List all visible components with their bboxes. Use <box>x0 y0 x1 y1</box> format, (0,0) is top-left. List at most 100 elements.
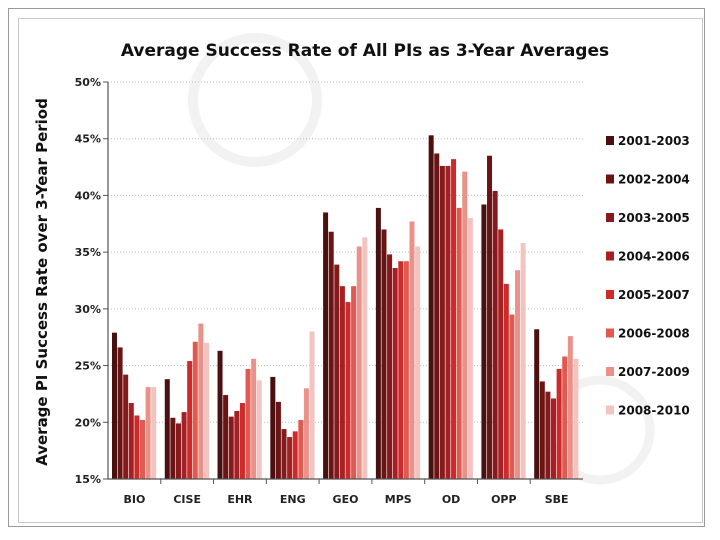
x-tick-label: EHR <box>227 493 253 506</box>
bar-cise-2005-2007 <box>187 361 193 479</box>
bar-geo-2002-2004 <box>328 231 334 479</box>
bar-bio-2007-2009 <box>145 387 151 479</box>
bar-od-2004-2006 <box>445 165 451 479</box>
bar-cise-2008-2010 <box>203 342 209 479</box>
bar-sbe-2005-2007 <box>556 368 562 479</box>
bar-mps-2008-2010 <box>415 246 421 479</box>
bar-od-2003-2005 <box>439 165 445 479</box>
bar-mps-2007-2009 <box>409 221 415 479</box>
bar-mps-2004-2006 <box>392 268 398 479</box>
bar-opp-2002-2004 <box>487 155 493 480</box>
bar-eng-2003-2005 <box>281 429 287 479</box>
bar-od-2008-2010 <box>467 218 473 480</box>
legend-entry: 2006-2008 <box>618 327 690 341</box>
legend-entry: 2004-2006 <box>618 250 690 264</box>
bar-mps-2006-2008 <box>403 261 409 479</box>
legend-entry: 2003-2005 <box>618 211 690 225</box>
legend-entry: 2007-2009 <box>618 365 690 379</box>
bar-sbe-2006-2008 <box>562 356 568 479</box>
bar-bio-2005-2007 <box>134 415 140 479</box>
x-axis-ticks: BIO CISE EHR ENG GEO MPS OD OPP SBE <box>123 479 569 506</box>
chart-title: Average Success Rate of All PIs as 3-Yea… <box>121 41 609 61</box>
bar-ehr-2004-2006 <box>234 410 240 479</box>
bar-mps-2002-2004 <box>381 229 387 479</box>
bar-geo-2007-2009 <box>356 246 362 479</box>
bar-mps-2005-2007 <box>398 261 404 479</box>
bar-eng-2005-2007 <box>292 431 298 479</box>
legend-swatch <box>606 405 614 415</box>
bar-bio-2006-2008 <box>139 420 145 479</box>
bar-ehr-2003-2005 <box>228 416 234 479</box>
y-tick-label: 25% <box>75 360 101 373</box>
bar-opp-2007-2009 <box>515 270 521 479</box>
legend-swatch <box>606 213 614 222</box>
legend-entry: 2008-2010 <box>618 404 690 418</box>
x-tick-label: ENG <box>280 493 306 506</box>
x-tick-label: OD <box>442 493 460 506</box>
bar-geo-2004-2006 <box>339 286 345 479</box>
bar-od-2005-2007 <box>451 159 457 479</box>
bar-opp-2003-2005 <box>492 190 498 479</box>
x-tick-label: SBE <box>545 493 569 506</box>
bar-sbe-2008-2010 <box>573 358 579 479</box>
bar-cise-2006-2008 <box>192 341 198 479</box>
bar-eng-2004-2006 <box>287 437 293 479</box>
bar-eng-2008-2010 <box>309 331 315 479</box>
bar-sbe-2003-2005 <box>545 391 551 479</box>
bar-ehr-2002-2004 <box>223 395 229 479</box>
bar-bio-2004-2006 <box>128 403 134 479</box>
y-tick-label: 15% <box>75 473 101 486</box>
bar-geo-2001-2003 <box>323 212 329 479</box>
bar-eng-2001-2003 <box>270 376 276 479</box>
bar-geo-2005-2007 <box>345 302 351 479</box>
legend-swatch <box>606 174 614 184</box>
bar-opp-2005-2007 <box>503 283 509 479</box>
x-tick-label: OPP <box>491 493 516 506</box>
y-tick-label: 35% <box>75 246 101 259</box>
y-axis-ticks: 15% 20% 25% 30% 35% 40% 45% 50% <box>75 76 108 486</box>
x-tick-label: CISE <box>173 493 201 506</box>
x-tick-label: MPS <box>385 493 412 506</box>
bar-opp-2001-2003 <box>481 204 487 479</box>
legend-swatch <box>606 290 614 299</box>
y-tick-label: 50% <box>75 76 101 89</box>
legend-swatch <box>606 367 614 376</box>
bar-ehr-2005-2007 <box>239 403 245 479</box>
bar-geo-2008-2010 <box>362 237 368 479</box>
legend-entry: 2001-2003 <box>618 134 690 148</box>
bar-od-2001-2003 <box>428 135 434 479</box>
bar-opp-2004-2006 <box>498 229 504 479</box>
bar-opp-2008-2010 <box>520 243 526 479</box>
bar-ehr-2006-2008 <box>245 368 251 479</box>
bar-sbe-2007-2009 <box>567 336 573 479</box>
bar-cise-2007-2009 <box>198 323 204 479</box>
bar-od-2002-2004 <box>434 153 440 479</box>
bar-sbe-2001-2003 <box>534 329 540 479</box>
bar-bio-2008-2010 <box>151 387 157 479</box>
bar-sbe-2002-2004 <box>539 381 545 479</box>
legend-entry: 2002-2004 <box>618 173 690 187</box>
bar-bio-2003-2005 <box>123 374 129 479</box>
bar-geo-2006-2008 <box>351 286 357 479</box>
bar-eng-2007-2009 <box>303 388 309 479</box>
bar-bio-2001-2003 <box>111 332 117 479</box>
bar-ehr-2007-2009 <box>251 358 257 479</box>
bar-eng-2002-2004 <box>275 401 281 479</box>
bar-cise-2002-2004 <box>170 417 176 479</box>
bar-cise-2004-2006 <box>181 412 187 479</box>
bar-sbe-2004-2006 <box>551 398 557 479</box>
bar-bio-2002-2004 <box>117 347 123 479</box>
bar-opp-2006-2008 <box>509 314 515 479</box>
legend-swatch <box>606 251 614 261</box>
y-axis-label: Average PI Success Rate over 3-Year Peri… <box>33 98 51 466</box>
x-tick-label: GEO <box>333 493 359 506</box>
bar-cise-2003-2005 <box>175 423 181 479</box>
y-tick-label: 45% <box>75 133 101 146</box>
y-tick-label: 30% <box>75 303 101 316</box>
bar-od-2006-2008 <box>456 207 462 479</box>
y-tick-label: 40% <box>75 189 101 202</box>
legend-swatch <box>606 136 614 145</box>
bar-cise-2001-2003 <box>164 379 170 479</box>
bar-od-2007-2009 <box>462 171 468 480</box>
